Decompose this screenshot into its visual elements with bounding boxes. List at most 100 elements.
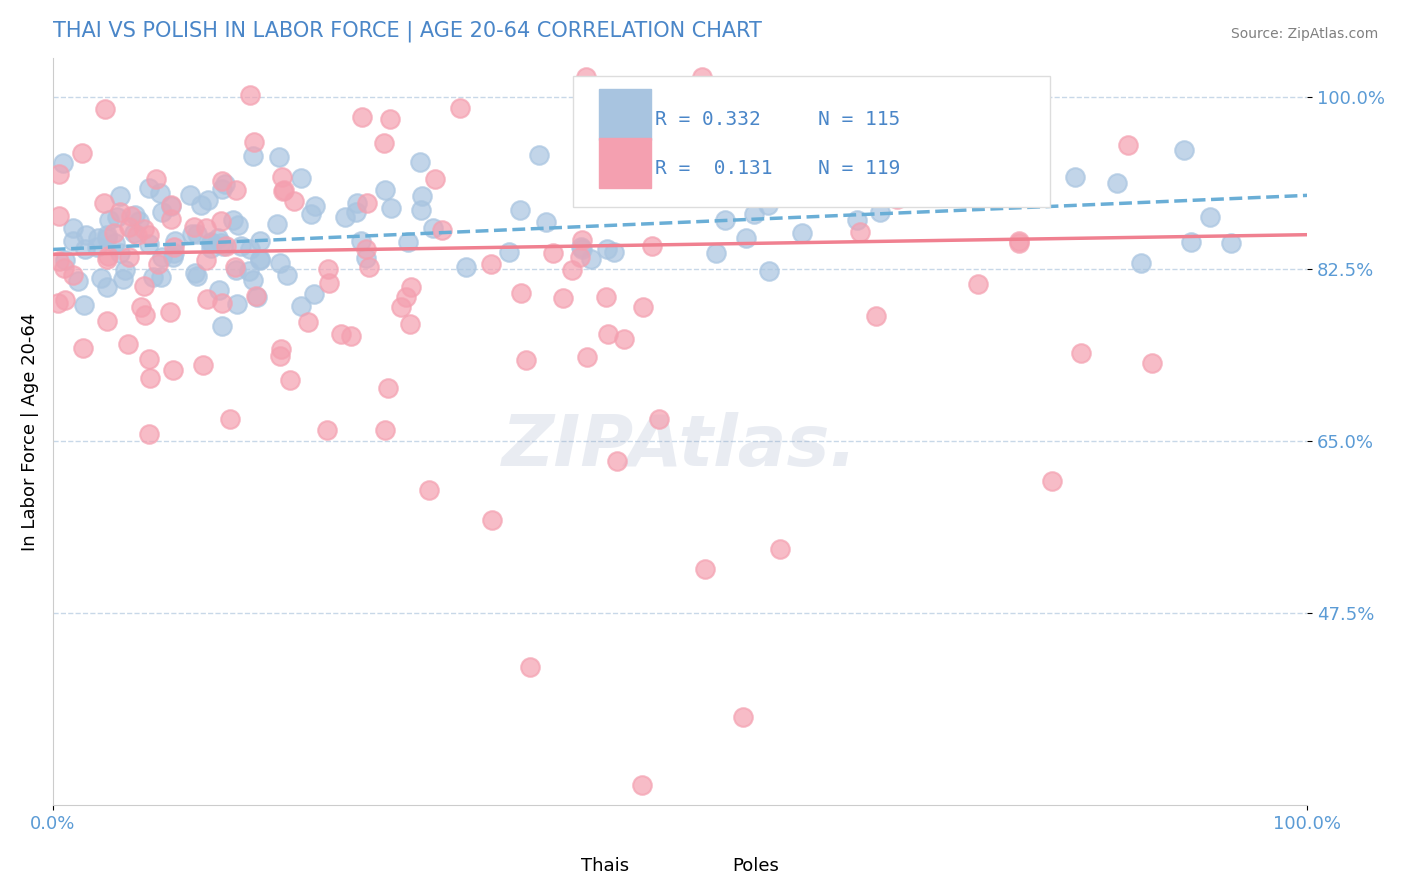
- Point: [602, 244, 624, 259]
- Point: [224, 260, 246, 275]
- Point: [1180, 235, 1202, 250]
- Point: [1116, 138, 1139, 153]
- Point: [329, 326, 352, 341]
- Point: [479, 256, 502, 270]
- Point: [238, 264, 260, 278]
- Point: [553, 291, 575, 305]
- FancyBboxPatch shape: [599, 89, 651, 140]
- FancyBboxPatch shape: [599, 137, 651, 188]
- Point: [249, 252, 271, 266]
- Point: [569, 240, 592, 254]
- Point: [139, 371, 162, 385]
- Point: [110, 245, 132, 260]
- Point: [195, 221, 218, 235]
- Point: [595, 242, 617, 256]
- Point: [575, 351, 598, 365]
- Point: [114, 262, 136, 277]
- Point: [273, 183, 295, 197]
- Point: [278, 373, 301, 387]
- Point: [454, 260, 477, 274]
- Point: [243, 135, 266, 149]
- Point: [163, 240, 186, 254]
- Point: [159, 198, 181, 212]
- Point: [70, 146, 93, 161]
- Point: [519, 660, 541, 674]
- Point: [214, 177, 236, 191]
- Point: [239, 242, 262, 256]
- Point: [53, 293, 76, 308]
- Point: [97, 249, 120, 263]
- Point: [207, 231, 229, 245]
- Point: [481, 513, 503, 527]
- Point: [218, 411, 240, 425]
- Point: [340, 329, 363, 343]
- Point: [73, 298, 96, 312]
- Point: [46, 295, 69, 310]
- Point: [226, 218, 249, 232]
- Point: [108, 189, 131, 203]
- Point: [290, 171, 312, 186]
- Text: ZIPAtlas.: ZIPAtlas.: [502, 412, 858, 481]
- Point: [581, 252, 603, 267]
- Point: [211, 296, 233, 310]
- Point: [848, 225, 870, 239]
- FancyBboxPatch shape: [574, 77, 1050, 207]
- Point: [534, 215, 557, 229]
- Text: Thais: Thais: [581, 857, 628, 875]
- Point: [886, 192, 908, 206]
- Point: [411, 189, 433, 203]
- Point: [200, 236, 222, 251]
- Point: [66, 274, 89, 288]
- Point: [242, 273, 264, 287]
- Point: [197, 193, 219, 207]
- Point: [183, 219, 205, 234]
- Point: [704, 245, 727, 260]
- Point: [90, 270, 112, 285]
- Point: [73, 242, 96, 256]
- Point: [377, 381, 399, 395]
- Point: [162, 363, 184, 377]
- Point: [571, 243, 593, 257]
- Point: [869, 205, 891, 219]
- Point: [62, 221, 84, 235]
- Point: [211, 182, 233, 196]
- Point: [430, 223, 453, 237]
- Point: [200, 241, 222, 255]
- Point: [117, 251, 139, 265]
- Point: [159, 305, 181, 319]
- Point: [208, 283, 231, 297]
- Point: [215, 239, 238, 253]
- Point: [104, 235, 127, 250]
- Point: [647, 412, 669, 426]
- Point: [409, 154, 432, 169]
- Point: [103, 226, 125, 240]
- Point: [163, 245, 186, 260]
- Point: [211, 174, 233, 188]
- Point: [297, 315, 319, 329]
- Point: [94, 102, 117, 116]
- Point: [72, 341, 94, 355]
- Point: [225, 184, 247, 198]
- Point: [595, 289, 617, 303]
- Point: [138, 351, 160, 366]
- Point: [52, 260, 75, 275]
- Point: [299, 207, 322, 221]
- Point: [609, 160, 631, 174]
- Point: [96, 227, 118, 242]
- Point: [159, 212, 181, 227]
- Point: [269, 150, 291, 164]
- Point: [110, 205, 132, 219]
- Point: [209, 214, 232, 228]
- Point: [163, 234, 186, 248]
- Point: [93, 196, 115, 211]
- Point: [96, 231, 118, 245]
- Point: [162, 250, 184, 264]
- Point: [276, 268, 298, 282]
- Point: [302, 286, 325, 301]
- Point: [124, 208, 146, 222]
- Point: [606, 454, 628, 468]
- Point: [145, 172, 167, 186]
- Point: [683, 190, 706, 204]
- Point: [186, 268, 208, 283]
- Point: [401, 280, 423, 294]
